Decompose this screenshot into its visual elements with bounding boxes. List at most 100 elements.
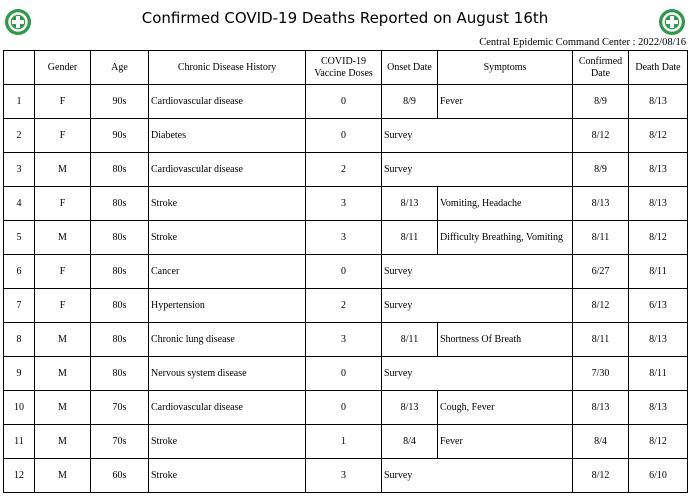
- chronic-history: Cardiovascular disease: [148, 84, 306, 119]
- confirmed-date: 8/9: [572, 84, 629, 119]
- onset-date: 8/11: [381, 322, 438, 357]
- gender: F: [34, 186, 91, 221]
- death-date: 8/13: [628, 322, 688, 357]
- row-number: 1: [3, 84, 35, 119]
- symptoms: Difficulty Breathing, Vomiting: [437, 220, 573, 255]
- title: Confirmed COVID-19 Deaths Reported on Au…: [141, 9, 549, 27]
- row-number: 4: [3, 186, 35, 221]
- row-number: 9: [3, 356, 35, 391]
- chronic-history: Cardiovascular disease: [148, 390, 306, 425]
- onset-date: 8/9: [381, 84, 438, 119]
- confirmed-date: 8/12: [572, 118, 629, 153]
- table-body: 1 F 90s Cardiovascular disease 0 8/9 Fever 8/9 8…: [3, 84, 688, 493]
- gender: M: [34, 390, 91, 425]
- gender: M: [34, 220, 91, 255]
- chronic-history: Hypertension: [148, 288, 306, 323]
- age: 80s: [90, 220, 149, 255]
- header-cell: Confirmed Date: [572, 50, 629, 85]
- confirmed-date: 7/30: [572, 356, 629, 391]
- age: 70s: [90, 424, 149, 459]
- confirmed-date: 6/27: [572, 254, 629, 289]
- row-number: 2: [3, 118, 35, 153]
- table-row: 6 F 80s Cancer 0 Survey 6/27 8/11: [3, 254, 688, 289]
- death-date: 8/13: [628, 152, 688, 187]
- confirmed-date: 8/9: [572, 152, 629, 187]
- vaccine-doses: 0: [305, 118, 382, 153]
- table-row: 12 M 60s Stroke 3 Survey 8/12 6/10: [3, 458, 688, 493]
- logo: [5, 9, 31, 35]
- table-row: 9 M 80s Nervous system disease 0 Survey 7/30 8/…: [3, 356, 688, 391]
- vaccine-doses: 0: [305, 390, 382, 425]
- death-date: 8/13: [628, 186, 688, 221]
- chronic-history: Cancer: [148, 254, 306, 289]
- onset-date: Survey: [381, 152, 573, 187]
- chronic-history: Stroke: [148, 186, 306, 221]
- gender: F: [34, 288, 91, 323]
- onset-date: Survey: [381, 356, 573, 391]
- confirmed-date: 8/13: [572, 186, 629, 221]
- symptoms: Fever: [437, 84, 573, 119]
- onset-date: Survey: [381, 118, 573, 153]
- row-number: 10: [3, 390, 35, 425]
- vaccine-doses: 3: [305, 458, 382, 493]
- age: 90s: [90, 84, 149, 119]
- table-row: 8 M 80s Chronic lung disease 3 8/11 Shortness …: [3, 322, 688, 357]
- deaths-table: Gender Age Chronic Disease History COVID-19…: [3, 50, 688, 493]
- header-cell: Age: [90, 50, 149, 85]
- chronic-history: Stroke: [148, 458, 306, 493]
- age: 70s: [90, 390, 149, 425]
- chronic-history: Nervous system disease: [148, 356, 306, 391]
- table-row: 5 M 80s Stroke 3 8/11 Difficulty Breathing, Vo…: [3, 220, 688, 255]
- vaccine-doses: 0: [305, 254, 382, 289]
- table-row: 1 F 90s Cardiovascular disease 0 8/9 Fever 8/9 8…: [3, 84, 688, 119]
- row-number: 12: [3, 458, 35, 493]
- table-row: 4 F 80s Stroke 3 8/13 Vomiting, Headache 8/13 8/…: [3, 186, 688, 221]
- death-date: 8/12: [628, 220, 688, 255]
- gender: M: [34, 424, 91, 459]
- confirmed-date: 8/11: [572, 322, 629, 357]
- death-date: 8/11: [628, 356, 688, 391]
- header-cell: [3, 50, 35, 85]
- header-cell: Chronic Disease History: [148, 50, 306, 85]
- gender: F: [34, 254, 91, 289]
- onset-date: Survey: [381, 254, 573, 289]
- age: 80s: [90, 288, 149, 323]
- vaccine-doses: 3: [305, 322, 382, 357]
- vaccine-doses: 2: [305, 152, 382, 187]
- vaccine-doses: 1: [305, 424, 382, 459]
- onset-date: Survey: [381, 458, 573, 493]
- header-cell: Symptoms: [437, 50, 573, 85]
- chronic-history: Stroke: [148, 220, 306, 255]
- symptoms: Fever: [437, 424, 573, 459]
- gender: F: [34, 118, 91, 153]
- row-number: 3: [3, 152, 35, 187]
- header-cell: Gender: [34, 50, 91, 85]
- death-date: 8/13: [628, 84, 688, 119]
- symptoms: Shortness Of Breath: [437, 322, 573, 357]
- header-cell: Onset Date: [381, 50, 438, 85]
- table-row: 10 M 70s Cardiovascular disease 0 8/13 Cough, …: [3, 390, 688, 425]
- symptoms: Vomiting, Headache: [437, 186, 573, 221]
- chronic-history: Cardiovascular disease: [148, 152, 306, 187]
- vaccine-doses: 0: [305, 84, 382, 119]
- header-cell: Death Date: [628, 50, 688, 85]
- row-number: 7: [3, 288, 35, 323]
- age: 60s: [90, 458, 149, 493]
- vaccine-doses: 3: [305, 186, 382, 221]
- onset-date: 8/13: [381, 390, 438, 425]
- source: Central Epidemic Command Center : 2022/0…: [479, 37, 686, 48]
- death-date: 6/13: [628, 288, 688, 323]
- header-row: Gender Age Chronic Disease History COVID-19…: [3, 50, 688, 85]
- table-row: 11 M 70s Stroke 1 8/4 Fever 8/4 8/12: [3, 424, 688, 459]
- row-number: 6: [3, 254, 35, 289]
- onset-date: Survey: [381, 288, 573, 323]
- gender: M: [34, 458, 91, 493]
- vaccine-doses: 0: [305, 356, 382, 391]
- death-date: 8/13: [628, 390, 688, 425]
- symptoms: Cough, Fever: [437, 390, 573, 425]
- header-cell: COVID-19 Vaccine Doses: [305, 50, 382, 85]
- chronic-history: Chronic lung disease: [148, 322, 306, 357]
- death-date: 8/12: [628, 424, 688, 459]
